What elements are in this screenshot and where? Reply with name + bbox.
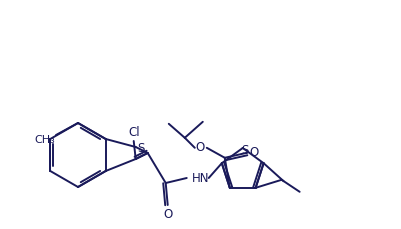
Text: O: O — [195, 141, 205, 154]
Text: O: O — [163, 207, 172, 221]
Text: Cl: Cl — [128, 125, 140, 139]
Text: S: S — [241, 144, 248, 158]
Text: CH₃: CH₃ — [34, 135, 55, 145]
Text: O: O — [249, 146, 258, 159]
Text: HN: HN — [192, 172, 209, 185]
Text: S: S — [137, 142, 144, 155]
